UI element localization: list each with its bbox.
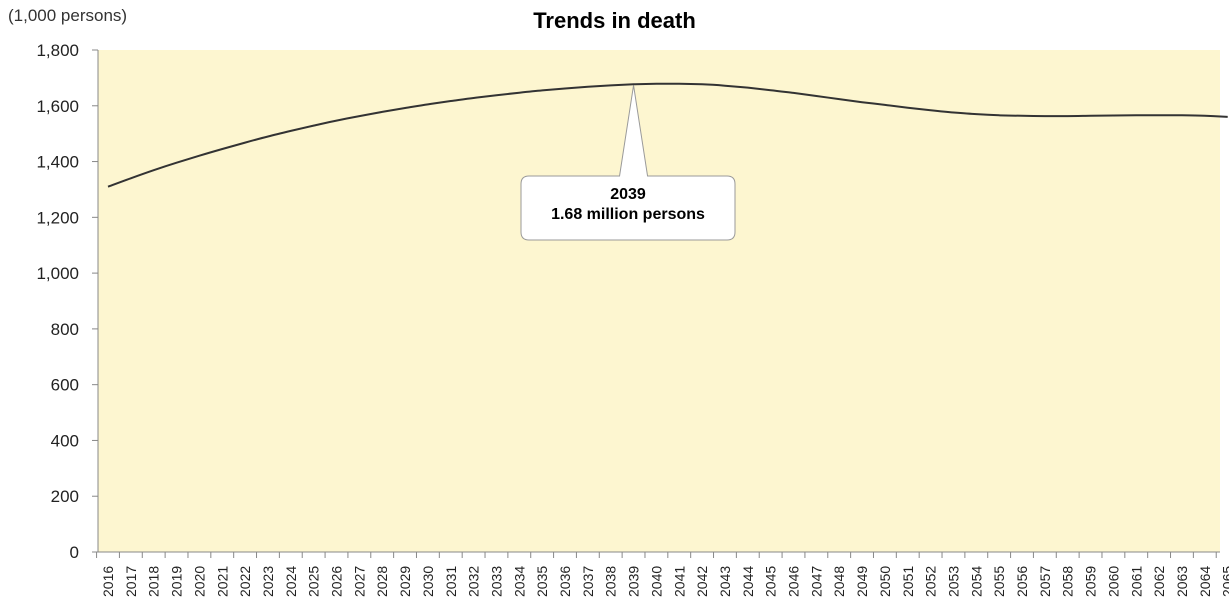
x-tick-label: 2019 <box>169 566 185 597</box>
x-tick-label: 2040 <box>648 566 664 597</box>
x-tick-label: 2030 <box>420 566 436 597</box>
peak-callout: 2039 1.68 million persons <box>521 176 735 240</box>
x-tick-label: 2033 <box>488 566 504 597</box>
x-tick-label: 2041 <box>671 566 687 597</box>
y-tick-label: 1,400 <box>36 153 79 172</box>
x-tick-label: 2018 <box>146 566 162 597</box>
x-tick-label: 2054 <box>968 566 984 597</box>
y-tick-label: 200 <box>51 487 79 506</box>
chart-title: Trends in death <box>533 8 696 33</box>
x-tick-label: 2061 <box>1128 566 1144 597</box>
y-tick-label: 400 <box>51 431 79 450</box>
x-tick-label: 2028 <box>374 566 390 597</box>
x-tick-label: 2049 <box>854 566 870 597</box>
x-tick-label: 2020 <box>191 566 207 597</box>
x-tick-label: 2051 <box>900 566 916 597</box>
x-tick-label: 2053 <box>945 566 961 597</box>
x-tick-label: 2039 <box>626 566 642 597</box>
y-tick-label: 1,600 <box>36 97 79 116</box>
y-tick-label: 1,000 <box>36 264 79 283</box>
y-tick-label: 1,200 <box>36 208 79 227</box>
x-tick-label: 2058 <box>1060 566 1076 597</box>
x-tick-label: 2017 <box>123 566 139 597</box>
x-tick-label: 2034 <box>511 566 527 597</box>
y-tick-label: 1,800 <box>36 41 79 60</box>
x-tick-label: 2055 <box>991 566 1007 597</box>
x-tick-label: 2057 <box>1037 566 1053 597</box>
x-tick-label: 2037 <box>580 566 596 597</box>
x-tick-label: 2052 <box>923 566 939 597</box>
x-tick-label: 2065 <box>1220 566 1229 597</box>
x-tick-label: 2063 <box>1174 566 1190 597</box>
x-tick-label: 2023 <box>260 566 276 597</box>
x-tick-label: 2048 <box>831 566 847 597</box>
x-tick-label: 2025 <box>306 566 322 597</box>
x-tick-label: 2038 <box>603 566 619 597</box>
plot-background <box>98 50 1220 552</box>
x-tick-label: 2062 <box>1151 566 1167 597</box>
x-tick-label: 2059 <box>1083 566 1099 597</box>
x-tick-label: 2046 <box>786 566 802 597</box>
x-tick-label: 2045 <box>763 566 779 597</box>
y-tick-label: 600 <box>51 376 79 395</box>
y-axis-unit-label: (1,000 persons) <box>8 6 128 25</box>
x-tick-label: 2043 <box>717 566 733 597</box>
peak-callout-box <box>520 85 736 241</box>
x-tick-label: 2044 <box>740 566 756 597</box>
x-tick-label: 2047 <box>808 566 824 597</box>
x-tick-label: 2026 <box>329 566 345 597</box>
x-tick-label: 2056 <box>1014 566 1030 597</box>
x-tick-label: 2050 <box>877 566 893 597</box>
x-tick-label: 2060 <box>1105 566 1121 597</box>
x-tick-label: 2016 <box>100 566 116 597</box>
peak-callout-year: 2039 <box>610 186 646 203</box>
y-tick-label: 800 <box>51 320 79 339</box>
x-tick-label: 2027 <box>351 566 367 597</box>
x-tick-label: 2035 <box>534 566 550 597</box>
y-tick-label: 0 <box>70 543 79 562</box>
x-tick-label: 2036 <box>557 566 573 597</box>
x-tick-label: 2029 <box>397 566 413 597</box>
x-tick-label: 2064 <box>1197 566 1213 597</box>
x-tick-label: 2031 <box>443 566 459 597</box>
x-tick-label: 2021 <box>214 566 230 597</box>
x-tick-label: 2042 <box>694 566 710 597</box>
series-line <box>107 82 1228 188</box>
peak-callout-value: 1.68 million persons <box>551 206 705 223</box>
x-tick-label: 2022 <box>237 566 253 597</box>
x-tick-label: 2032 <box>466 566 482 597</box>
x-tick-label: 2024 <box>283 566 299 597</box>
